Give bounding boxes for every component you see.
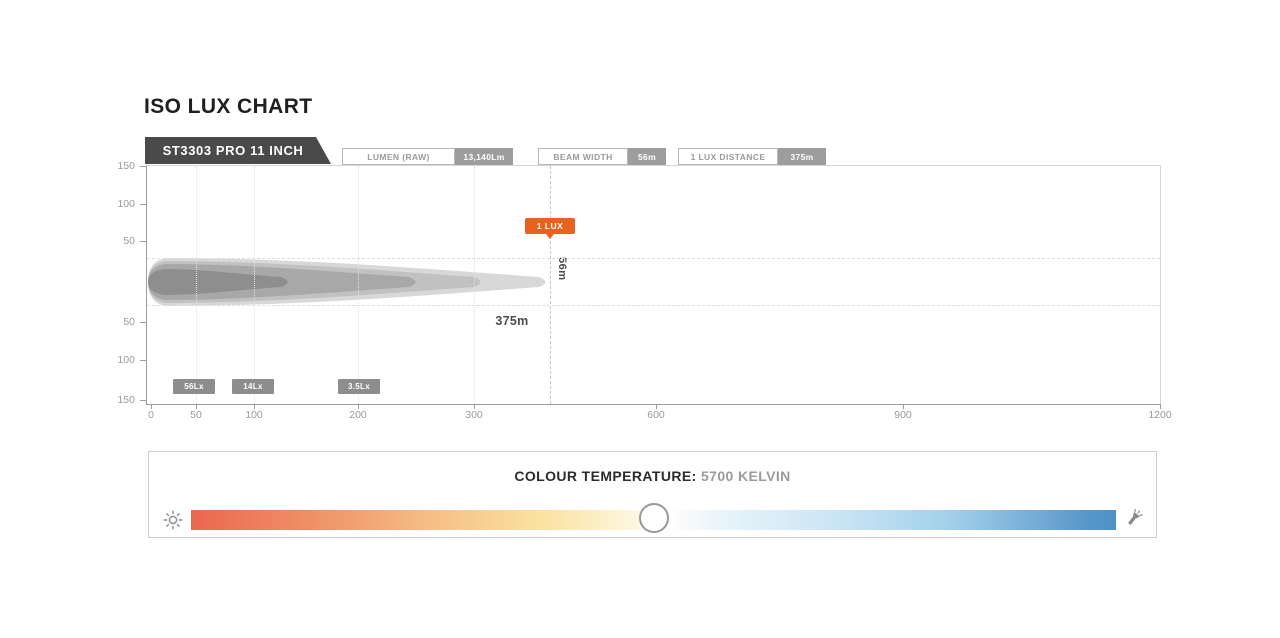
x-axis-label: 600 [647,409,665,421]
y-axis-tick [140,322,146,323]
stat-beam-width-value: 56m [628,148,666,165]
one-lux-distance-annotation: 375m [495,314,529,328]
lux-marker-badge: 3.5Lx [338,379,380,394]
stat-lumen-label: LUMEN (RAW) [342,148,455,165]
beam-pattern [148,258,546,306]
beam-width-annotation: 56m [556,257,568,281]
x-axis-label: 200 [349,409,367,421]
y-axis-label: 150 [117,160,135,172]
stat-beam-width-label: BEAM WIDTH [538,148,628,165]
stat-beam-width: BEAM WIDTH 56m [538,148,666,165]
y-axis-label: 50 [123,235,135,247]
x-axis-tick [474,404,475,409]
x-gridline [196,166,197,404]
x-axis-label: 50 [190,409,202,421]
y-axis-tick [140,241,146,242]
x-gridline [254,166,255,404]
colour-temperature-title: COLOUR TEMPERATURE: 5700 KELVIN [149,468,1156,484]
x-axis-label: 900 [894,409,912,421]
y-axis-label: 100 [117,354,135,366]
y-axis-label: 100 [117,198,135,210]
beam-width-line [147,258,1160,259]
x-axis-tick [254,404,255,409]
y-axis-label: 150 [117,394,135,406]
lux-marker-badge: 14Lx [232,379,274,394]
one-lux-badge-pointer [546,234,554,239]
beam-layer-zone-2 [148,261,481,303]
iso-lux-chart: 1 LUX 56m 375m 0 50 100 200 300 600 900 1200 150… [117,160,1171,421]
beam-width-line [147,305,1160,306]
beam-layer-outer-1lux [148,258,546,306]
page-title: ISO LUX CHART [144,95,313,118]
stat-one-lux-distance-value: 375m [778,148,826,165]
y-axis-tick [140,400,146,401]
colour-temperature-marker[interactable] [638,503,669,533]
x-axis-tick [1160,404,1161,409]
sun-icon [163,510,183,530]
stat-one-lux-distance-label: 1 LUX DISTANCE [678,148,778,165]
colour-temperature-label: COLOUR TEMPERATURE: [514,468,697,484]
stat-lumen-value: 13,140Lm [455,148,513,165]
colour-temperature-panel: COLOUR TEMPERATURE: 5700 KELVIN [148,451,1157,538]
x-axis-tick [151,404,152,409]
x-gridline [358,166,359,404]
product-badge: ST3303 PRO 11 INCH [145,137,331,164]
one-lux-guide-line [550,166,551,404]
x-axis-tick [358,404,359,409]
lux-marker-badge: 56Lx [173,379,215,394]
beam-layer-zone-3 [148,264,416,300]
y-axis-label: 50 [123,316,135,328]
x-axis-tick [656,404,657,409]
x-axis-label: 1200 [1148,409,1172,421]
x-axis-label: 100 [245,409,263,421]
y-axis-tick [140,360,146,361]
x-axis-tick [903,404,904,409]
y-axis-tick [140,204,146,205]
y-axis-tick [140,166,146,167]
x-axis-label: 300 [465,409,483,421]
one-lux-badge: 1 LUX [525,218,575,234]
stat-lumen: LUMEN (RAW) 13,140Lm [342,148,513,165]
x-gridline [474,166,475,404]
flashlight-icon [1128,508,1143,525]
beam-layer-hotspot [148,269,288,295]
stat-one-lux-distance: 1 LUX DISTANCE 375m [678,148,826,165]
x-axis-label: 0 [148,409,154,421]
colour-temperature-value: 5700 KELVIN [700,468,791,484]
colour-temperature-gradient-bar [191,503,1116,533]
x-axis-tick [196,404,197,409]
